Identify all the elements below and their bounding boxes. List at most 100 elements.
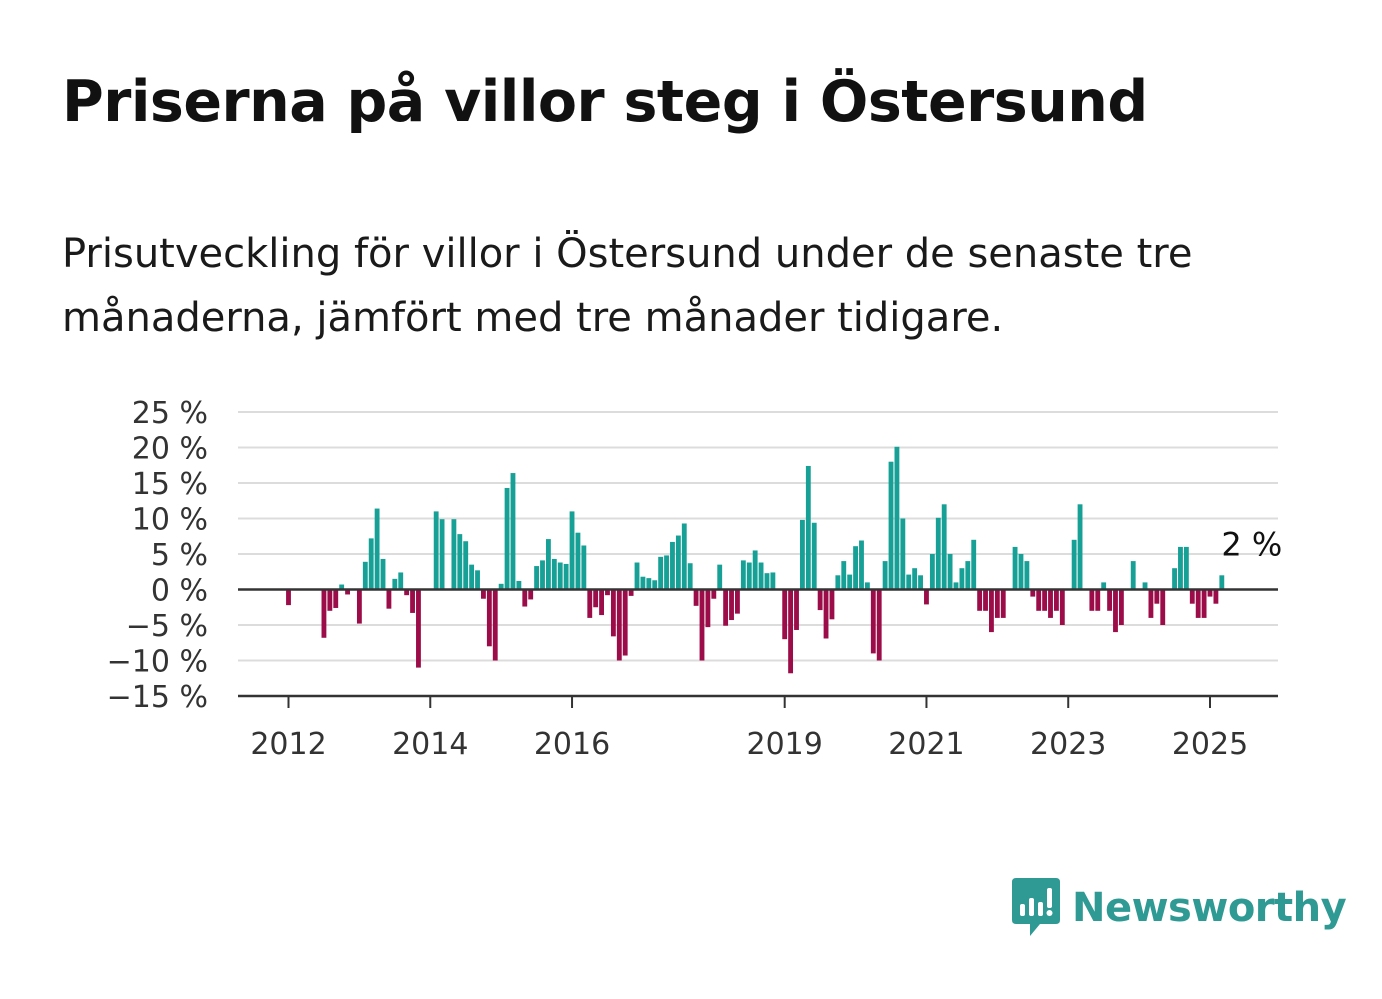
bar-2021-08 — [965, 561, 971, 590]
bar-2022-04 — [1012, 546, 1018, 590]
bar-2018-04 — [729, 589, 734, 621]
bar-2019-12 — [847, 574, 853, 590]
bar-2015-07 — [534, 566, 540, 590]
bar-2012-10 — [339, 584, 345, 590]
bar-2020-12 — [918, 575, 923, 590]
x-tick-label: 2021 — [888, 727, 964, 762]
bar-2014-09 — [475, 570, 480, 590]
bar-2021-07 — [959, 568, 965, 590]
bar-2024-05 — [1160, 589, 1166, 625]
bar-2023-10 — [1118, 589, 1124, 625]
bar-2014-10 — [481, 589, 486, 599]
bar-2024-09 — [1183, 546, 1189, 590]
bar-2023-12 — [1130, 561, 1136, 590]
bar-2024-10 — [1189, 589, 1195, 604]
bar-2021-05 — [947, 554, 953, 590]
bar-2013-11 — [416, 589, 421, 668]
y-tick-label: −5 % — [126, 609, 208, 644]
bar-2020-08 — [894, 446, 900, 590]
bar-2020-03 — [864, 582, 870, 590]
bar-2024-11 — [1195, 589, 1201, 618]
bar-2018-03 — [723, 589, 729, 626]
bar-2022-10 — [1048, 589, 1053, 618]
y-tick-label: −10 % — [107, 645, 208, 680]
bar-2013-05 — [380, 558, 386, 590]
bar-2021-04 — [941, 504, 947, 590]
bar-2020-10 — [906, 574, 912, 590]
bar-2016-03 — [581, 545, 587, 590]
bar-2016-04 — [587, 589, 593, 618]
bar-2020-07 — [888, 461, 894, 590]
bar-2014-07 — [463, 541, 469, 590]
bar-2016-01 — [569, 511, 575, 590]
bar-2022-02 — [1000, 589, 1006, 618]
bar-2019-05 — [805, 465, 811, 590]
bar-2021-01 — [924, 589, 929, 605]
bar-2015-05 — [522, 589, 528, 607]
bar-2022-08 — [1036, 589, 1042, 611]
bar-2024-04 — [1154, 589, 1160, 604]
bar-2023-02 — [1071, 539, 1077, 590]
bar-2014-03 — [439, 519, 445, 590]
bar-2016-11 — [628, 589, 634, 596]
bar-2012-07 — [321, 589, 327, 638]
bar-2022-07 — [1030, 589, 1036, 597]
bar-2019-01 — [782, 589, 788, 640]
bar-2013-01 — [356, 589, 362, 624]
bar-2012-09 — [333, 589, 339, 608]
bar-2012-01 — [286, 589, 291, 606]
bar-2019-10 — [835, 575, 841, 590]
bar-2023-06 — [1095, 589, 1101, 611]
bar-2015-10 — [551, 558, 557, 590]
bar-2016-12 — [634, 562, 640, 590]
bar-2019-07 — [817, 589, 823, 611]
newsworthy-logo-icon — [1012, 878, 1060, 936]
bar-2013-03 — [368, 538, 374, 590]
bar-2022-05 — [1018, 554, 1024, 590]
bar-2021-11 — [983, 589, 988, 611]
y-tick-label: 5 % — [151, 538, 208, 573]
bar-2022-12 — [1059, 589, 1065, 625]
bar-2013-07 — [392, 578, 398, 590]
bar-2021-10 — [977, 589, 983, 611]
bar-2023-07 — [1101, 582, 1107, 590]
bar-2014-05 — [451, 519, 457, 590]
x-tick-label: 2019 — [747, 727, 823, 762]
brand-name: Newsworthy — [1072, 885, 1347, 931]
bar-2014-02 — [433, 511, 439, 590]
bar-2013-06 — [386, 589, 392, 609]
bar-2021-03 — [935, 517, 941, 590]
bar-2019-11 — [841, 561, 847, 590]
bar-2014-11 — [486, 589, 492, 647]
bar-2015-04 — [516, 580, 522, 590]
bar-2022-09 — [1042, 589, 1048, 611]
bar-2017-01 — [640, 576, 646, 590]
latest-value-label: 2 % — [1221, 525, 1282, 563]
bar-2016-06 — [599, 589, 604, 616]
y-tick-label: −15 % — [107, 680, 208, 715]
bar-2021-06 — [953, 582, 959, 590]
bar-2020-06 — [882, 561, 888, 590]
bar-2015-02 — [504, 487, 510, 590]
bar-2019-09 — [829, 589, 835, 620]
bars — [286, 446, 1225, 674]
bar-2016-08 — [610, 589, 616, 637]
bar-2025-02 — [1213, 589, 1219, 604]
bar-2018-08 — [752, 550, 758, 590]
bar-2021-02 — [929, 554, 935, 590]
x-tick-label: 2012 — [250, 727, 326, 762]
bar-2014-12 — [492, 589, 498, 661]
bar-2018-10 — [764, 573, 770, 590]
tick-labels: 25 %20 %15 %10 %5 %0 %−5 %−10 %−15 % 2012… — [107, 396, 1283, 762]
bar-2020-04 — [870, 589, 876, 654]
bar-2013-09 — [404, 589, 410, 596]
y-tick-label: 25 % — [132, 396, 208, 431]
bar-2016-05 — [593, 589, 599, 608]
bar-2023-08 — [1107, 589, 1113, 611]
bar-2022-11 — [1053, 589, 1059, 611]
x-tick-label: 2016 — [534, 727, 610, 762]
bar-2023-03 — [1077, 504, 1083, 590]
bar-2019-08 — [823, 589, 829, 639]
bar-2025-03 — [1219, 575, 1225, 590]
bar-2024-12 — [1201, 589, 1207, 618]
